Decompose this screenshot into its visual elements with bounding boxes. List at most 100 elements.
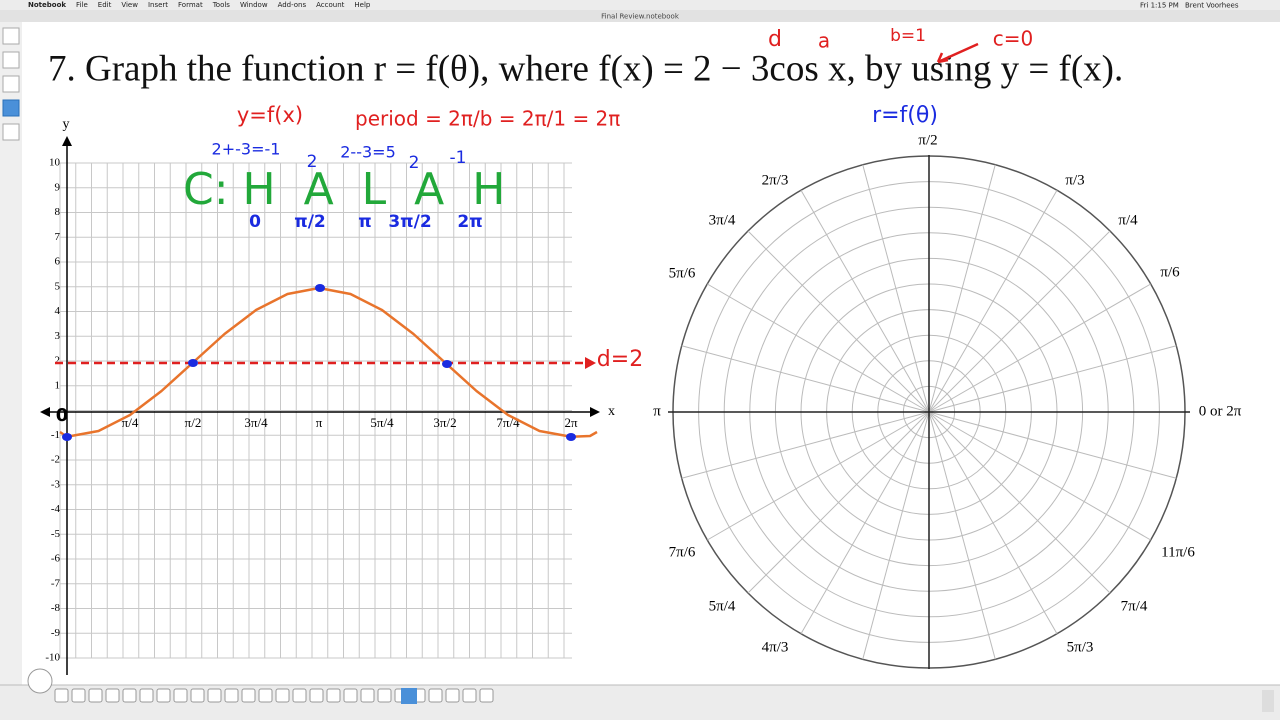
tool-button[interactable] <box>428 688 443 703</box>
menu-item[interactable]: View <box>121 1 138 9</box>
menu-item[interactable]: File <box>76 1 88 9</box>
polar-spoke <box>747 230 930 413</box>
polar-label: π/2 <box>918 132 937 148</box>
key-point <box>442 360 452 368</box>
note-points: 0 π/2 π 3π/2 2π <box>249 212 483 232</box>
polar-label: 7π/4 <box>1121 598 1148 614</box>
menu-item[interactable]: Add-ons <box>277 1 307 9</box>
menu-item[interactable]: Notebook <box>28 1 67 9</box>
polar-grid: π/2 π/3 π/4 π/6 0 or 2π 2π/3 3π/4 5π/6 π 7π/6 5π/4… <box>653 132 1242 669</box>
tool-button[interactable] <box>241 688 256 703</box>
polar-label: π/3 <box>1065 172 1084 188</box>
x-axis-label: x <box>608 404 615 419</box>
problem-text: 7. Graph the function r = f(θ), where f(… <box>48 48 1123 89</box>
menu-item[interactable]: Edit <box>97 1 112 9</box>
menu-item[interactable]: Help <box>354 1 371 9</box>
polar-label: π <box>653 403 661 419</box>
polar-spoke <box>928 283 1151 413</box>
y-tick-label: 1 <box>55 379 61 391</box>
y-tick-label: -7 <box>51 577 61 589</box>
tool-button[interactable] <box>105 688 120 703</box>
x-tick-label: π/4 <box>122 415 139 430</box>
tool-button[interactable] <box>445 688 460 703</box>
key-point <box>188 359 198 367</box>
clock: Fri 1:15 PM <box>1140 2 1179 10</box>
tool-button[interactable] <box>173 688 188 703</box>
annotations: d a b=1 c=0 y=f(x) period = 2π/b = 2π/1 … <box>56 26 1034 426</box>
menu-item[interactable]: Account <box>316 1 345 9</box>
y-tick-label: -6 <box>51 553 61 565</box>
x-arrow-left <box>40 407 50 417</box>
x-arrow <box>590 407 600 417</box>
polar-spoke <box>928 411 1058 634</box>
tool-button[interactable] <box>309 688 324 703</box>
y-arrow <box>62 136 72 146</box>
menu-item[interactable]: Insert <box>147 1 169 9</box>
addons-tab[interactable] <box>2 123 20 141</box>
key-point <box>566 433 576 441</box>
y-tick-label: -4 <box>51 503 61 515</box>
menu-item[interactable]: Tools <box>212 1 230 9</box>
midline-arrow <box>585 357 596 369</box>
y-tick-label: 8 <box>55 206 61 218</box>
y-tick-label: 6 <box>55 256 61 268</box>
polar-label: 7π/6 <box>669 544 696 560</box>
tool-button[interactable] <box>326 688 341 703</box>
tool-button[interactable] <box>377 688 392 703</box>
tool-button[interactable] <box>275 688 290 703</box>
note-d2: d=2 <box>597 347 643 372</box>
y-tick-label: -8 <box>51 602 61 614</box>
tool-button[interactable] <box>207 688 222 703</box>
polar-spoke <box>862 164 930 413</box>
pen-button[interactable] <box>27 668 53 694</box>
y-tick-label: -10 <box>45 652 60 664</box>
tool-button[interactable] <box>224 688 239 703</box>
polar-spoke <box>800 190 930 413</box>
polar-spoke <box>707 411 930 541</box>
tool-button[interactable] <box>122 688 137 703</box>
y-axis-label: y <box>63 117 70 132</box>
tool-button[interactable] <box>139 688 154 703</box>
properties-tab[interactable] <box>2 99 20 117</box>
tool-button[interactable] <box>479 688 494 703</box>
x-tick-label: π/2 <box>185 415 202 430</box>
note-zero: 0 <box>56 405 69 426</box>
menu-items: Notebook File Edit View Insert Format Tools Win… <box>28 0 370 10</box>
tool-button[interactable] <box>88 688 103 703</box>
note-point: 3π/2 <box>388 212 431 232</box>
attachments-tab[interactable] <box>2 75 20 93</box>
polar-spoke <box>928 345 1177 413</box>
active-tool[interactable] <box>401 688 417 704</box>
tool-button[interactable] <box>71 688 86 703</box>
polar-spoke <box>928 411 996 660</box>
page-sorter-tab[interactable] <box>2 27 20 45</box>
y-tick-label: 10 <box>49 157 61 169</box>
tool-button[interactable] <box>156 688 171 703</box>
note-point: 2π <box>457 212 482 232</box>
note-b: b=1 <box>890 26 926 46</box>
note-two: 2 <box>307 152 318 172</box>
polar-label: 5π/3 <box>1067 639 1094 655</box>
note-yfx: y=f(x) <box>237 103 303 127</box>
tool-button[interactable] <box>343 688 358 703</box>
curve <box>59 286 598 438</box>
tool-button[interactable] <box>292 688 307 703</box>
note-rfth: r=f(θ) <box>872 103 938 128</box>
polar-spoke <box>862 411 930 660</box>
tool-button[interactable] <box>54 688 69 703</box>
tool-button[interactable] <box>190 688 205 703</box>
note-max: 2--3=5 <box>340 143 396 162</box>
y-tick-label: 9 <box>55 181 61 193</box>
gallery-tab[interactable] <box>2 51 20 69</box>
polar-label: π/6 <box>1160 264 1180 280</box>
y-tick-label: 7 <box>55 231 61 243</box>
settings-button[interactable] <box>1262 690 1274 712</box>
tool-button[interactable] <box>360 688 375 703</box>
note-point: 0 <box>249 212 261 232</box>
tool-button[interactable] <box>462 688 477 703</box>
menu-item[interactable]: Window <box>239 1 268 9</box>
x-tick-label: 7π/4 <box>496 415 520 430</box>
menu-item[interactable]: Format <box>178 1 203 9</box>
tool-button[interactable] <box>258 688 273 703</box>
